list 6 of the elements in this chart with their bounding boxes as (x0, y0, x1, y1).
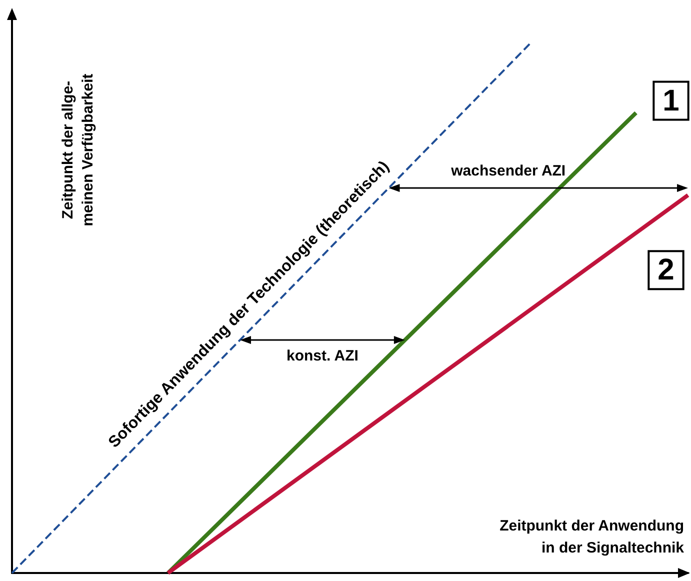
x-axis-title: Zeitpunkt der Anwendung in der Signaltechnik (500, 518, 685, 556)
annotation: konst. AZI (286, 348, 358, 364)
annotation: wachsender AZI (450, 162, 566, 180)
y-axis-title: Zeitpunkt der allge- meinen Verfügbarkeit (60, 74, 96, 226)
series-label: 1 (662, 84, 680, 118)
series-label: 2 (658, 254, 674, 287)
